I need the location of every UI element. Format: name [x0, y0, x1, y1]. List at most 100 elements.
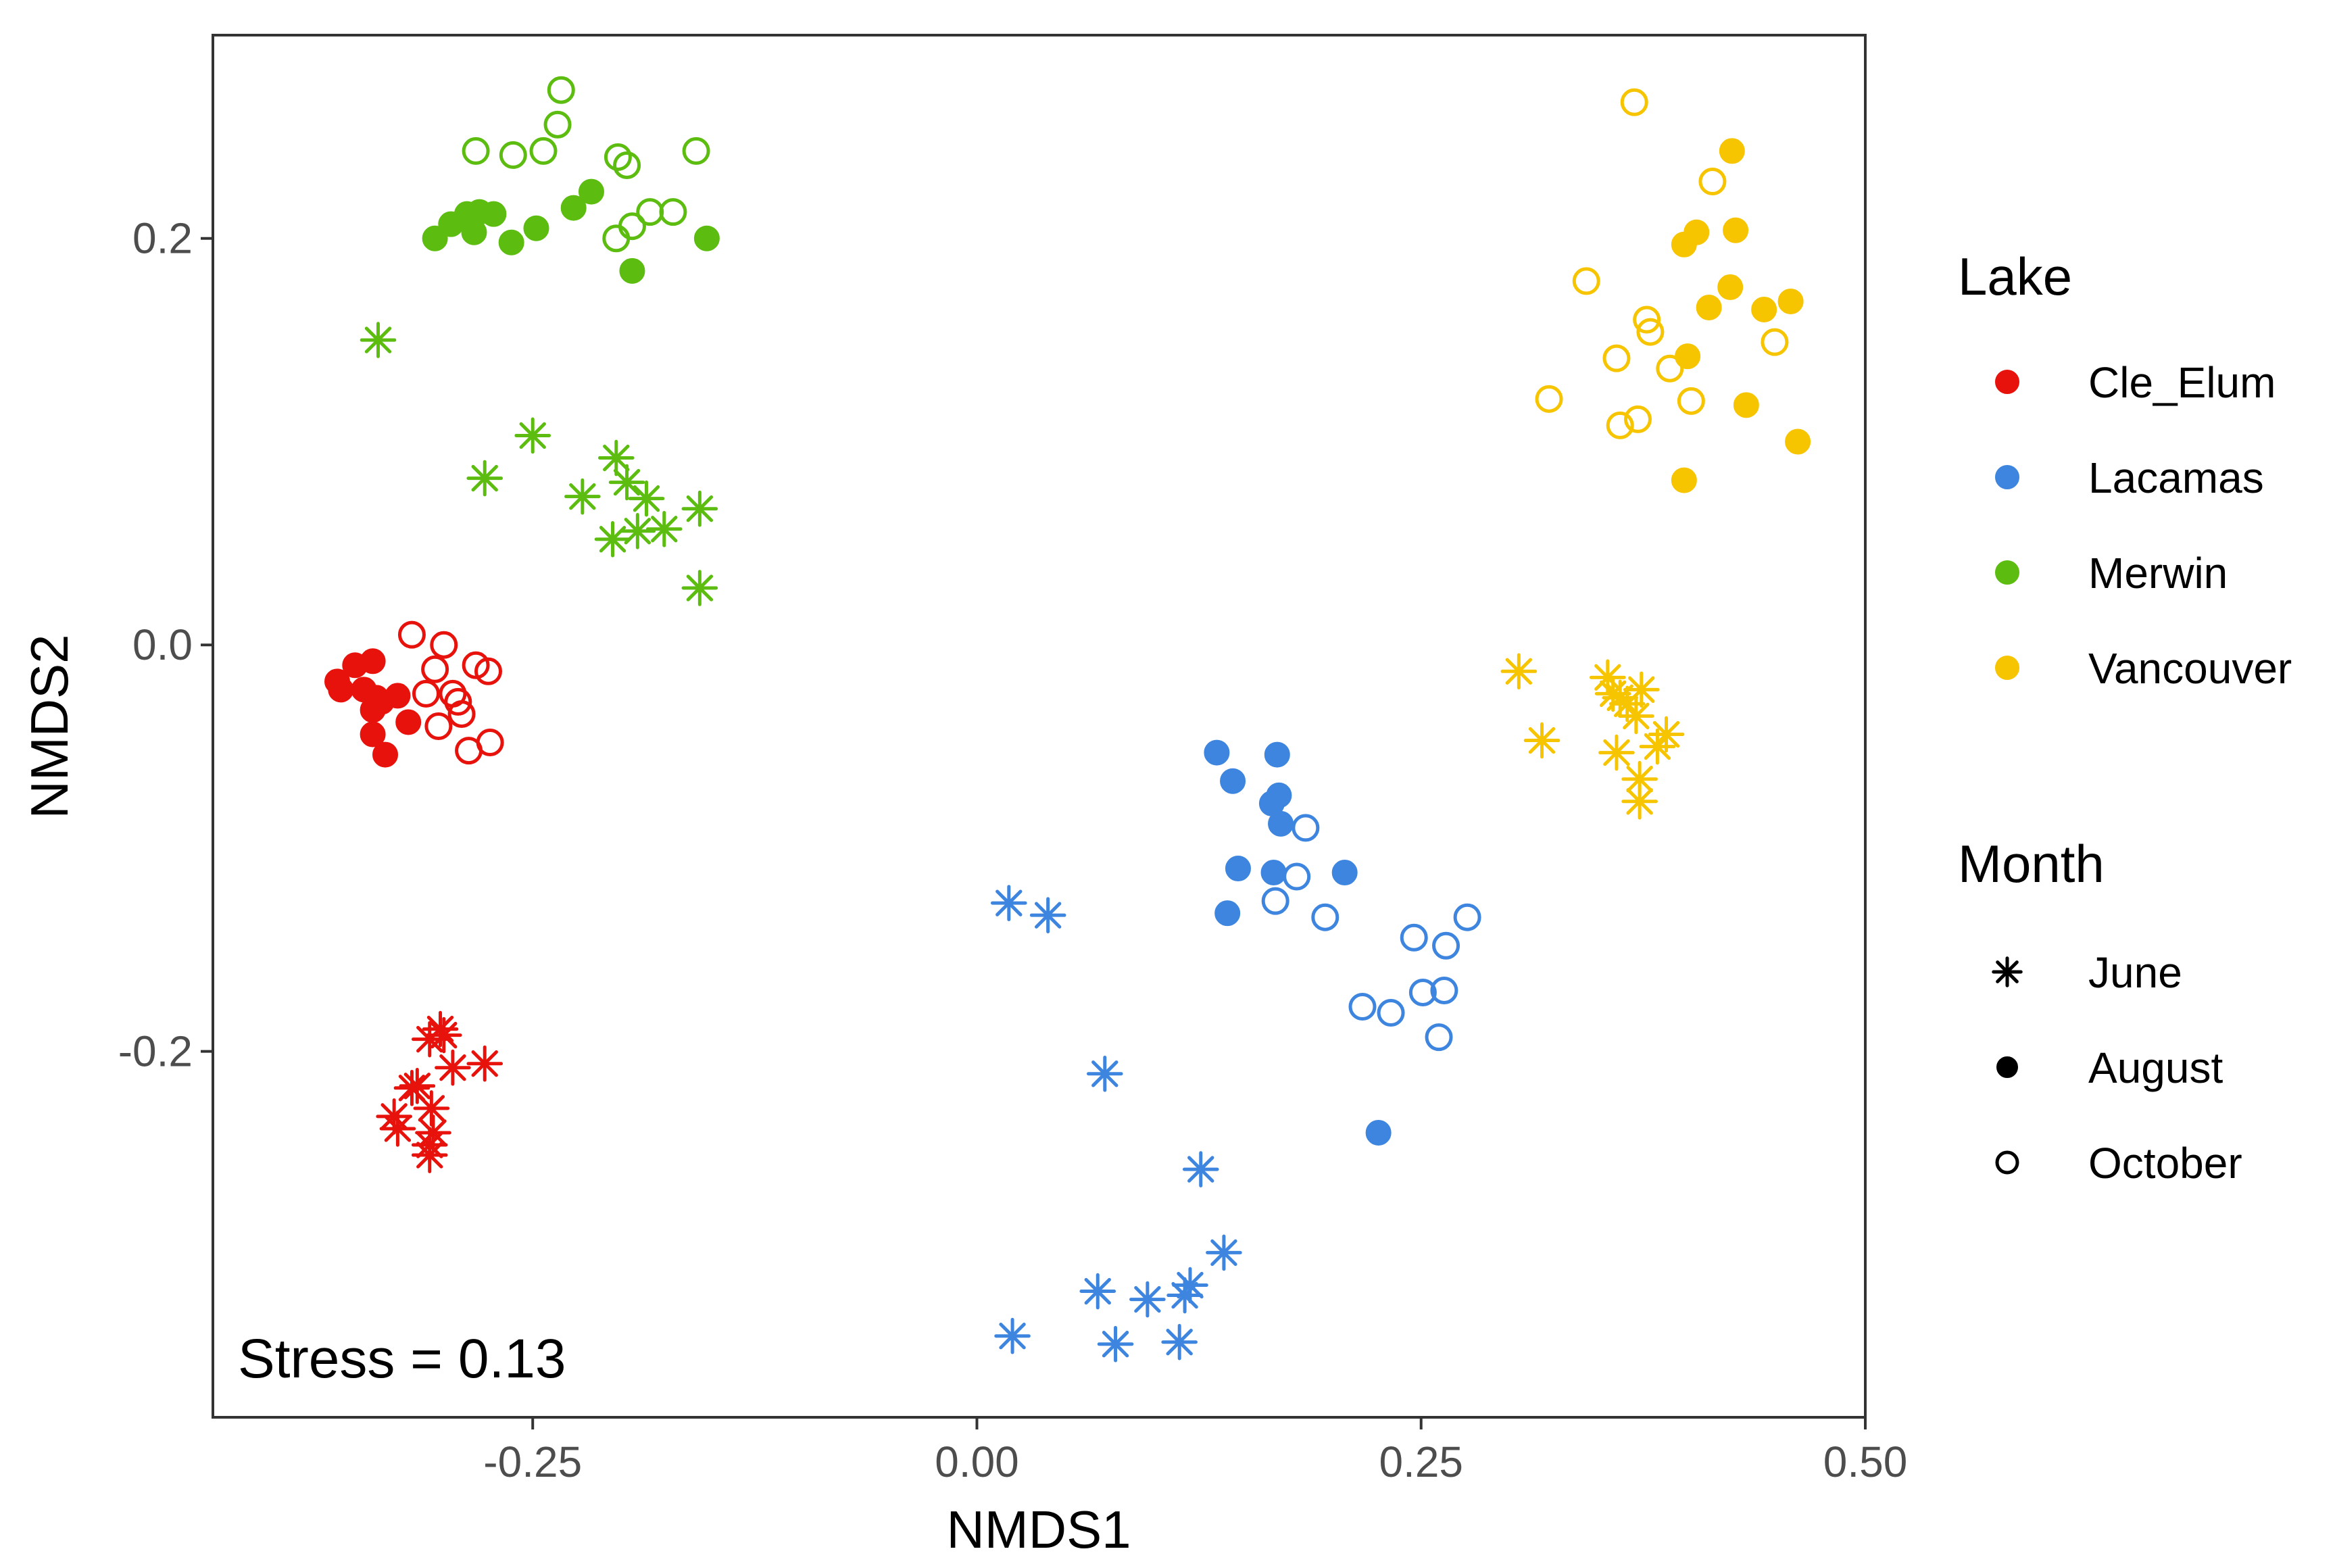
point-lacamas-june-11: [994, 1317, 1031, 1354]
legend-key-vancouver: [1995, 656, 2019, 680]
point-cle-elum-october-3: [430, 631, 458, 659]
point-cle-elum-june-12: [466, 1045, 503, 1082]
point-merwin-june-7: [594, 521, 631, 558]
point-lacamas-august-10: [1365, 1119, 1392, 1146]
legend-label-vancouver: Vancouver: [2088, 644, 2292, 693]
point-lacamas-june-6: [1129, 1281, 1166, 1318]
point-merwin-june-5: [608, 464, 645, 501]
point-merwin-october-1: [543, 110, 572, 139]
point-merwin-august-10: [619, 258, 645, 284]
point-merwin-august-7: [523, 215, 549, 241]
point-vancouver-october-7: [1761, 328, 1789, 356]
point-merwin-october-4: [529, 137, 558, 165]
legend-label-august: August: [2088, 1044, 2223, 1092]
point-vancouver-august-8: [1675, 343, 1701, 370]
point-lacamas-june-2: [1086, 1055, 1123, 1092]
point-vancouver-august-7: [1777, 288, 1804, 314]
legend: Lake Month Cle_Elum Lacamas Merwin Vancouve…: [1958, 247, 2292, 1187]
point-cle-elum-august-8: [360, 721, 386, 748]
legend-label-june: June: [2088, 948, 2182, 997]
point-lacamas-august-9: [1214, 900, 1241, 927]
point-merwin-august-6: [498, 229, 524, 255]
y-tick-label: -0.2: [118, 1027, 193, 1076]
series-merwin-june: [360, 322, 718, 606]
x-tick-label: 0.25: [1379, 1438, 1463, 1486]
point-vancouver-october-6: [1656, 354, 1684, 383]
point-cle-elum-august-1: [328, 677, 354, 703]
legend-label-cle-elum: Cle_Elum: [2088, 358, 2276, 407]
y-axis: -0.2 0.0 0.2: [118, 214, 213, 1076]
point-cle-elum-october-10: [474, 657, 502, 685]
point-vancouver-august-6: [1751, 296, 1777, 322]
point-lacamas-october-8: [1377, 999, 1405, 1027]
point-vancouver-august-5: [1696, 294, 1722, 320]
point-merwin-june-10: [681, 490, 718, 527]
point-cle-elum-october-11: [476, 729, 504, 757]
point-lacamas-june-3: [1182, 1151, 1219, 1187]
point-vancouver-june-11: [1621, 760, 1658, 798]
point-lacamas-june-10: [1161, 1323, 1198, 1361]
point-lacamas-august-6: [1225, 856, 1251, 882]
x-tick-label: 0.50: [1823, 1438, 1908, 1486]
point-lacamas-october-7: [1348, 993, 1377, 1021]
point-cle-elum-august-11: [395, 709, 422, 735]
point-lacamas-august-7: [1260, 860, 1287, 886]
point-cle-elum-june-11: [435, 1049, 471, 1086]
stress-annotation: Stress = 0.13: [238, 1328, 566, 1390]
point-vancouver-june-12: [1621, 783, 1658, 820]
point-cle-elum-august-9: [372, 741, 399, 768]
point-lacamas-october-10: [1430, 976, 1458, 1004]
legend-key-lacamas: [1995, 465, 2019, 489]
point-merwin-august-8: [560, 195, 587, 221]
point-merwin-october-3: [499, 141, 527, 169]
point-lacamas-october-1: [1283, 862, 1311, 891]
legend-label-lacamas: Lacamas: [2088, 454, 2264, 502]
point-merwin-june-1: [514, 417, 551, 454]
point-merwin-june-11: [681, 570, 718, 606]
point-vancouver-june-7: [1623, 671, 1660, 708]
point-lacamas-june-8: [1172, 1267, 1208, 1304]
y-tick-label: 0.2: [132, 214, 193, 263]
point-cle-elum-october-7: [424, 712, 453, 740]
legend-label-october: October: [2088, 1139, 2242, 1187]
plot-panel: [212, 34, 1867, 1419]
point-vancouver-june-0: [1500, 653, 1538, 690]
point-cle-elum-june-7: [413, 1090, 450, 1127]
point-merwin-june-3: [564, 478, 601, 515]
series-cle-elum-august: [324, 648, 422, 768]
point-vancouver-june-1: [1523, 722, 1560, 759]
point-lacamas-june-1: [1029, 897, 1066, 933]
legend-title-lake: Lake: [1958, 247, 2072, 306]
point-vancouver-august-0: [1719, 138, 1745, 164]
point-vancouver-october-0: [1620, 88, 1648, 116]
point-vancouver-august-10: [1785, 428, 1811, 455]
x-tick-label: -0.25: [483, 1438, 582, 1486]
x-axis-title: NMDS1: [946, 1500, 1131, 1559]
point-vancouver-october-1: [1698, 168, 1727, 196]
point-merwin-august-5: [481, 201, 507, 227]
point-vancouver-august-4: [1717, 274, 1744, 300]
point-cle-elum-june-1: [379, 1110, 416, 1147]
point-cle-elum-october-6: [447, 700, 476, 728]
point-vancouver-october-11: [1623, 405, 1652, 433]
series-lacamas-june: [991, 885, 1242, 1363]
point-lacamas-june-9: [1097, 1325, 1134, 1363]
point-lacamas-october-11: [1425, 1023, 1453, 1052]
point-lacamas-october-2: [1261, 887, 1289, 915]
series-merwin-october: [462, 76, 710, 253]
point-vancouver-august-2: [1683, 219, 1710, 245]
point-merwin-june-6: [628, 480, 665, 517]
point-lacamas-august-1: [1264, 741, 1290, 768]
point-vancouver-august-9: [1733, 392, 1759, 418]
point-merwin-june-0: [360, 322, 397, 358]
legend-title-month: Month: [1958, 834, 2105, 893]
point-cle-elum-june-2: [393, 1070, 431, 1106]
point-merwin-october-2: [462, 137, 490, 165]
point-merwin-june-8: [619, 512, 656, 549]
point-lacamas-august-4: [1266, 782, 1292, 808]
point-cle-elum-june-10: [411, 1137, 448, 1173]
point-merwin-june-4: [597, 439, 635, 476]
series-lacamas-august: [1204, 739, 1392, 1146]
point-vancouver-october-3: [1633, 305, 1661, 334]
point-vancouver-june-10: [1598, 734, 1635, 771]
